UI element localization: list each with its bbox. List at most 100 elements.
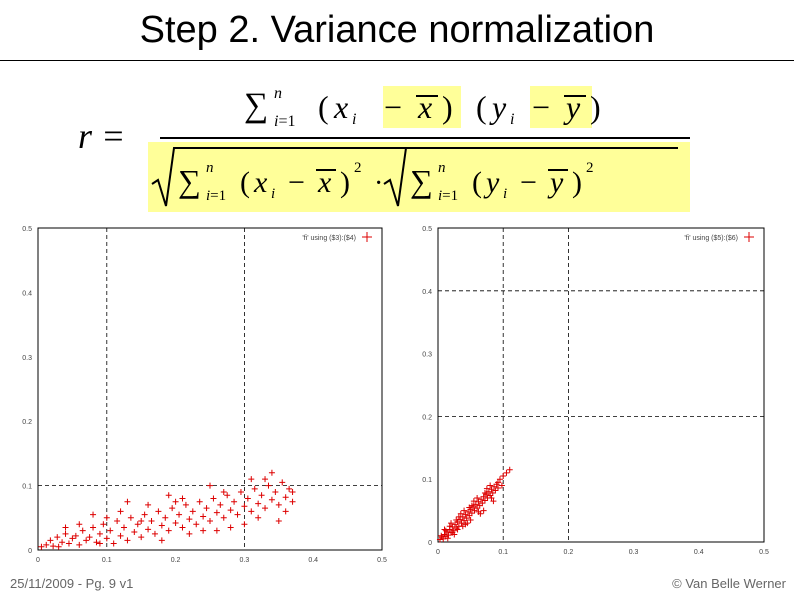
data-point <box>189 508 196 515</box>
data-point <box>488 495 495 502</box>
svg-text:∑: ∑ <box>410 163 433 199</box>
data-point <box>90 524 97 531</box>
data-point <box>455 513 462 520</box>
data-point <box>76 521 83 528</box>
data-point <box>172 498 179 505</box>
data-point <box>506 466 513 473</box>
data-point <box>145 501 152 508</box>
plot-frame <box>437 227 765 543</box>
data-point <box>148 518 155 525</box>
data-point <box>165 527 172 534</box>
data-point <box>96 540 103 547</box>
data-point <box>472 501 479 508</box>
data-point <box>145 526 152 533</box>
data-point <box>234 511 241 518</box>
data-point <box>480 493 487 500</box>
data-point <box>449 523 456 530</box>
data-point <box>268 469 275 476</box>
data-point <box>476 502 483 509</box>
y-tick-label: 0 <box>428 540 432 547</box>
data-point <box>179 524 186 531</box>
data-point <box>451 521 458 528</box>
data-point <box>248 508 255 515</box>
data-point <box>121 524 127 531</box>
svg-text:i=1: i=1 <box>274 113 295 130</box>
highlight-denominator <box>148 142 690 212</box>
svg-text:x: x <box>317 166 332 199</box>
data-point <box>444 528 451 535</box>
data-point <box>93 539 100 546</box>
svg-text:): ) <box>442 89 453 125</box>
svg-text:n: n <box>206 160 214 176</box>
svg-text:i: i <box>503 186 507 202</box>
data-point <box>258 492 265 499</box>
data-point <box>124 537 131 544</box>
data-point <box>138 518 145 525</box>
svg-text:n: n <box>274 85 282 102</box>
svg-text:i: i <box>271 186 275 202</box>
svg-text:x: x <box>333 89 348 125</box>
data-point <box>182 501 189 508</box>
svg-text:−: − <box>384 89 402 125</box>
data-point <box>475 508 482 515</box>
data-point <box>162 514 169 521</box>
data-point <box>470 503 477 510</box>
data-point <box>76 541 83 548</box>
data-point <box>265 482 272 489</box>
data-point <box>138 534 145 541</box>
y-tick-label: 0.5 <box>22 226 32 233</box>
data-point <box>453 517 460 524</box>
svg-text:∑: ∑ <box>178 163 201 199</box>
y-tick-label: 0.2 <box>422 414 432 421</box>
data-point <box>494 479 501 486</box>
data-point <box>110 540 117 547</box>
data-point <box>196 498 203 505</box>
data-point <box>461 517 468 524</box>
data-point <box>467 517 474 524</box>
data-point <box>203 505 210 512</box>
data-point <box>498 482 505 489</box>
data-point <box>186 530 193 537</box>
svg-text:): ) <box>572 166 582 199</box>
data-point <box>248 476 255 483</box>
data-point <box>186 516 193 523</box>
svg-text:i=1: i=1 <box>206 188 226 204</box>
svg-text:y: y <box>547 166 564 199</box>
data-point <box>457 510 464 517</box>
y-tick-label: 0.4 <box>22 290 32 297</box>
y-tick-label: 0.5 <box>422 226 432 233</box>
svg-text:−: − <box>532 89 550 125</box>
data-point <box>448 520 455 527</box>
data-point <box>62 530 69 537</box>
data-point <box>244 495 251 502</box>
data-point <box>231 498 238 505</box>
data-point <box>227 524 234 531</box>
data-point <box>481 490 488 497</box>
data-point <box>193 521 200 528</box>
data-point <box>50 543 57 550</box>
svg-text:x: x <box>417 89 432 125</box>
highlight-x-mean <box>383 86 461 128</box>
data-point <box>90 511 97 518</box>
data-point <box>262 505 269 512</box>
data-point <box>441 526 448 533</box>
data-point <box>241 503 248 510</box>
data-point <box>444 535 451 542</box>
data-point <box>474 505 481 512</box>
y-tick-label: 0.3 <box>22 355 32 362</box>
data-point <box>100 521 107 528</box>
data-point <box>438 532 445 539</box>
svg-text:i=1: i=1 <box>438 188 458 204</box>
data-point <box>96 530 103 537</box>
data-point <box>449 529 456 536</box>
data-point <box>86 534 93 541</box>
data-point <box>207 482 213 489</box>
data-point <box>491 483 498 490</box>
data-point <box>289 498 296 505</box>
data-point <box>458 520 465 527</box>
data-point <box>65 540 72 547</box>
data-point <box>172 519 179 526</box>
data-point <box>457 516 464 523</box>
data-point <box>54 534 61 541</box>
y-tick-label: 0.1 <box>22 484 32 491</box>
